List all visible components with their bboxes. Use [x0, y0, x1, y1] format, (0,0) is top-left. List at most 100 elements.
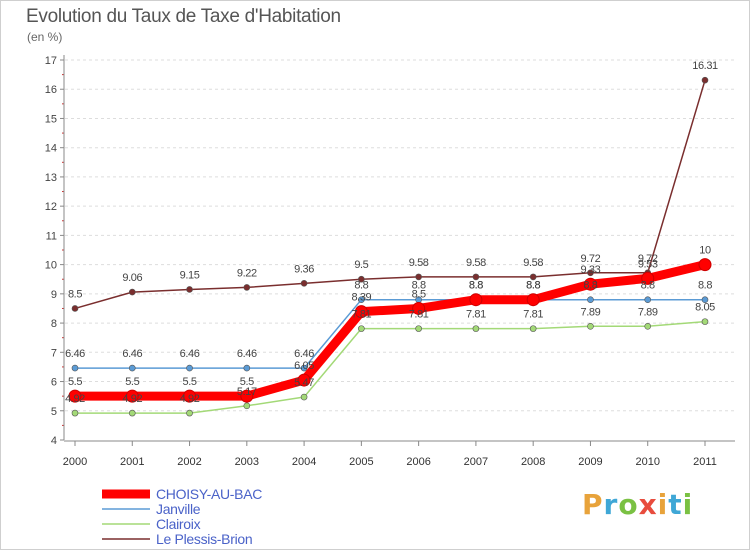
- data-label-le-plessis-brion-2006: 9.58: [409, 257, 429, 269]
- point-choisy-au-bac-2009: [583, 277, 597, 291]
- data-label-janville-2004: 6.46: [294, 348, 314, 360]
- data-label-le-plessis-brion-2000: 8.5: [68, 288, 82, 300]
- point-le-plessis-brion-2009: [587, 269, 594, 277]
- point-clairoix-2005: [358, 325, 365, 332]
- data-label-choisy-au-bac-2000: 5.5: [68, 376, 82, 388]
- x-tick-label-2000: 2000: [63, 456, 87, 468]
- y-tick-label-8: 8: [51, 318, 57, 330]
- point-clairoix-2009: [587, 322, 594, 330]
- point-le-plessis-brion-2001: [128, 288, 136, 296]
- data-label-janville-2006: 8.8: [412, 280, 426, 292]
- logo-letter: t: [668, 488, 683, 521]
- y-tick-label-6: 6: [51, 377, 57, 389]
- data-label-janville-2010: 8.8: [641, 280, 655, 292]
- data-label-le-plessis-brion-2011: 16.31: [692, 60, 718, 72]
- point-clairoix-2010: [644, 322, 652, 330]
- data-label-choisy-au-bac-2002: 5.5: [182, 376, 196, 388]
- legend-label-clairoix: Clairoix: [156, 516, 201, 532]
- point-clairoix-2006: [415, 325, 422, 332]
- point-choisy-au-bac-2008: [526, 293, 540, 307]
- data-label-clairoix-2005: 7.81: [351, 309, 371, 321]
- point-le-plessis-brion-2008: [529, 273, 537, 281]
- series-line-choisy-au-bac: [70, 260, 710, 401]
- y-tick-label-5: 5: [51, 406, 57, 418]
- data-label-le-plessis-brion-2007: 9.58: [466, 257, 486, 269]
- legend-swatch-clairoix: [102, 523, 150, 525]
- point-janville-2009: [587, 296, 594, 303]
- y-tick-label-14: 14: [45, 143, 57, 155]
- y-tick-label-7: 7: [51, 347, 57, 359]
- data-label-choisy-au-bac-2004: 6.05: [294, 360, 314, 372]
- data-label-choisy-au-bac-2006: 8.5: [412, 288, 426, 300]
- logo-letter: r: [603, 488, 619, 521]
- data-label-choisy-au-bac-2010: 9.53: [638, 258, 658, 270]
- data-label-le-plessis-brion-2005: 9.5: [354, 259, 368, 271]
- point-janville-2003: [243, 364, 251, 372]
- series-line-le-plessis-brion: [74, 79, 706, 310]
- point-le-plessis-brion-2000: [71, 305, 79, 312]
- data-label-janville-2008: 8.8: [526, 280, 540, 292]
- point-janville-2010: [644, 296, 652, 303]
- legend-swatch-choisy-au-bac: [102, 489, 150, 499]
- x-tick-label-2011: 2011: [693, 456, 717, 468]
- point-janville-2002: [186, 364, 193, 372]
- point-janville-2004: [300, 364, 308, 372]
- proxiti-logo: Proxiti: [582, 488, 693, 521]
- data-label-choisy-au-bac-2003: 5.5: [240, 376, 254, 388]
- data-label-janville-2003: 6.46: [237, 348, 257, 360]
- data-label-layer: 5.5 5.5 5.5 5.56.058.39 8.58.8 8.89.33 9.53106…: [65, 60, 718, 405]
- legend-label-choisy-au-bac: CHOISY-AU-BAC: [156, 486, 263, 502]
- grid-layer: [65, 59, 735, 412]
- data-label-clairoix-2000: 4.92: [65, 393, 85, 405]
- data-label-janville-2000: 6.46: [65, 348, 85, 360]
- x-tick-label-2001: 2001: [120, 456, 144, 468]
- data-label-choisy-au-bac-2011: 10: [699, 245, 711, 257]
- x-tick-label-2009: 2009: [578, 456, 602, 468]
- legend-label-janville: Janville: [156, 501, 201, 517]
- point-choisy-au-bac-2010: [641, 271, 655, 285]
- logo-letter: x: [638, 488, 658, 521]
- point-clairoix-2000: [71, 409, 79, 417]
- series-line-janville: [74, 298, 706, 369]
- y-tick-label-12: 12: [45, 201, 57, 213]
- point-le-plessis-brion-2011: [701, 76, 709, 84]
- series-layer: [68, 76, 712, 417]
- data-label-janville-2005: 8.8: [354, 280, 368, 292]
- data-label-clairoix-2007: 7.81: [466, 309, 486, 321]
- point-choisy-au-bac-2001: [125, 389, 139, 403]
- point-clairoix-2001: [128, 409, 136, 417]
- logo-letter: o: [618, 488, 639, 521]
- data-label-clairoix-2003: 5.17: [237, 386, 257, 398]
- axes-layer: 4 5 6 7 8 9 10 11 12 13 14 15 16 17 2000 2001 2002 2003 20…: [45, 55, 735, 468]
- data-label-clairoix-2001: 4.92: [122, 393, 142, 405]
- unit-label: (en %): [27, 30, 63, 44]
- x-tick-label-2002: 2002: [177, 456, 201, 468]
- data-label-clairoix-2009: 7.89: [581, 306, 601, 318]
- x-tick-label-2006: 2006: [406, 456, 430, 468]
- y-tick-label-9: 9: [51, 289, 57, 301]
- point-clairoix-2004: [300, 393, 308, 401]
- point-janville-2005: [358, 296, 365, 303]
- legend-item-janville: Janville: [100, 501, 360, 517]
- data-label-choisy-au-bac-2005: 8.39: [351, 292, 371, 304]
- point-choisy-au-bac-2007: [469, 293, 483, 307]
- legend-label-le-plessis-brion: Le Plessis-Brion: [156, 531, 253, 547]
- point-choisy-au-bac-2000: [68, 389, 82, 403]
- data-label-le-plessis-brion-2010: 9.72: [638, 253, 658, 265]
- point-le-plessis-brion-2003: [243, 284, 251, 291]
- data-label-clairoix-2010: 7.89: [638, 306, 658, 318]
- data-label-clairoix-2002: 4.92: [180, 393, 200, 405]
- point-choisy-au-bac-2011: [698, 258, 712, 272]
- legend-item-le-plessis-brion: Le Plessis-Brion: [100, 531, 360, 547]
- data-label-choisy-au-bac-2008: 8.8: [526, 280, 540, 292]
- x-tick-label-2008: 2008: [521, 456, 545, 468]
- point-clairoix-2007: [472, 325, 480, 332]
- data-label-le-plessis-brion-2004: 9.36: [294, 263, 314, 275]
- point-choisy-au-bac-2004: [297, 373, 311, 387]
- data-label-le-plessis-brion-2009: 9.72: [581, 253, 601, 265]
- y-tick-label-11: 11: [46, 230, 57, 242]
- data-label-choisy-au-bac-2007: 8.8: [469, 280, 483, 292]
- point-clairoix-2008: [529, 325, 537, 332]
- y-tick-label-13: 13: [45, 172, 57, 184]
